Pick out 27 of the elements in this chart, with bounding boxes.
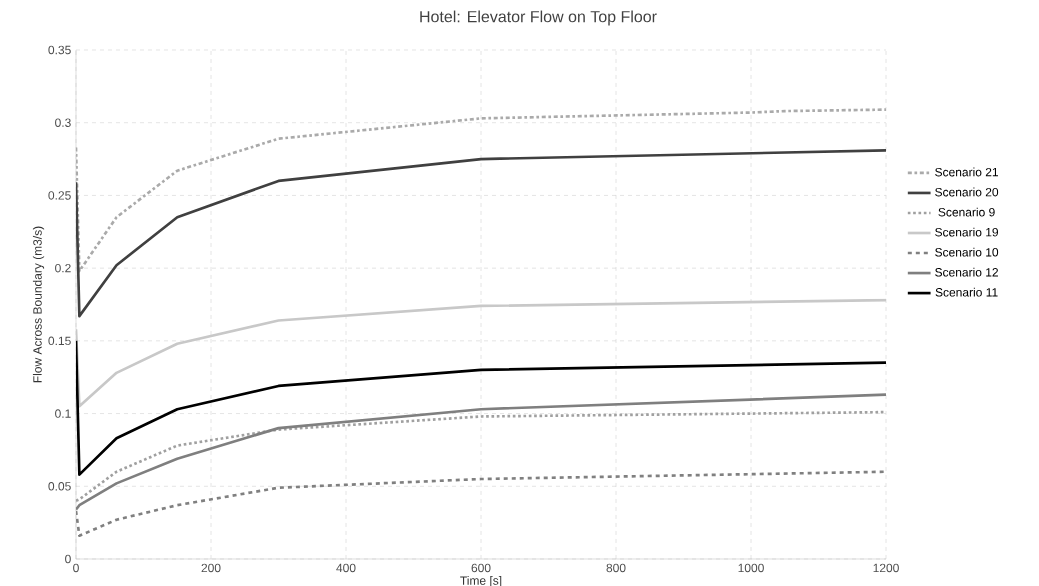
legend-label: Scenario 10 <box>935 247 999 257</box>
legend-label: Scenario 19 <box>935 227 999 237</box>
x-tick-label: 600 <box>471 563 491 573</box>
x-tick-label: 400 <box>336 563 356 573</box>
y-tick-label: 0.25 <box>48 191 71 200</box>
x-tick-label: 1000 <box>738 563 764 573</box>
y-tick-label: 0.2 <box>55 263 71 273</box>
y-tick-label: 0.35 <box>48 45 71 55</box>
x-tick-label: 200 <box>201 563 221 573</box>
legend-label: Scenario 11 <box>935 287 998 297</box>
y-tick-label: 0.05 <box>48 482 71 491</box>
y-tick-label: 0.3 <box>55 118 71 127</box>
y-tick-label: 0 <box>65 554 71 564</box>
line-series <box>76 339 887 476</box>
line-series <box>76 149 887 318</box>
x-tick-label: 800 <box>606 563 626 573</box>
line-series <box>76 108 887 273</box>
y-tick-label: 0.1 <box>55 409 71 418</box>
legend-label: Scenario 20 <box>935 187 999 197</box>
x-tick-label: 1200 <box>873 563 899 573</box>
legend-label: Scenario 12 <box>935 267 998 277</box>
chart-title: Hotel: Elevator Flow on Top Floor <box>420 10 657 26</box>
x-tick-label: 0 <box>73 563 79 573</box>
y-axis-title: Flow Across Boundary (m3/s) <box>32 226 45 383</box>
legend-label: Scenario 9 <box>938 207 995 217</box>
legend-label: Scenario 21 <box>935 167 999 177</box>
y-tick-label: 0.15 <box>48 336 71 346</box>
